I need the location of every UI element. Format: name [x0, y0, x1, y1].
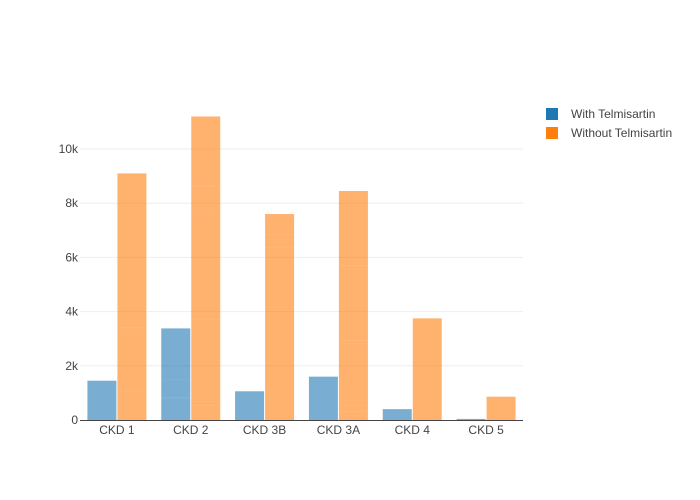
bar-1-0-segment-3[interactable]: [117, 173, 147, 328]
y-tick-label: 4k: [65, 305, 79, 319]
series-1: [117, 116, 516, 420]
x-tick-label: CKD 2: [173, 423, 209, 437]
bar-0-1-segment-3[interactable]: [161, 369, 191, 380]
y-tick-label: 8k: [65, 196, 79, 210]
y-tick-label: 6k: [65, 250, 79, 264]
bar-1-1-segment-0[interactable]: [191, 405, 221, 420]
bar-0-2-segment-0[interactable]: [235, 391, 265, 420]
bar-0-1-segment-0[interactable]: [161, 398, 191, 420]
y-tick-label: 10k: [59, 142, 79, 156]
bar-1-3-segment-5[interactable]: [338, 191, 368, 266]
bar-0-4-segment-0[interactable]: [382, 409, 412, 420]
bar-1-2-segment-1[interactable]: [265, 316, 295, 318]
bar-1-3-segment-4[interactable]: [338, 265, 368, 341]
bar-1-1-segment-4[interactable]: [191, 210, 221, 215]
y-tick-label: 0: [71, 413, 78, 427]
legend-item-0[interactable]: With Telmisartin: [546, 107, 655, 121]
bar-0-0-segment-0[interactable]: [87, 380, 117, 420]
x-tick-label: CKD 3B: [243, 423, 286, 437]
legend-label: With Telmisartin: [571, 107, 655, 121]
bar-1-1-segment-2[interactable]: [191, 319, 221, 402]
bar-1-4-segment-0[interactable]: [412, 318, 442, 420]
bar-1-1-segment-7[interactable]: [191, 116, 221, 187]
bar-1-1-segment-5[interactable]: [191, 187, 221, 211]
bar-0-5-segment-0[interactable]: [456, 418, 486, 420]
bar-1-3-segment-0[interactable]: [338, 411, 368, 420]
bar-1-2-segment-3[interactable]: [265, 247, 295, 308]
bars: [87, 116, 516, 420]
x-tick-label: CKD 1: [99, 423, 135, 437]
bar-1-0-segment-0[interactable]: [117, 391, 147, 420]
x-axis-ticks: CKD 1 CKD 2 CKD 3B CKD 3A CKD 4 CKD 5: [99, 423, 504, 437]
y-gridlines: [80, 148, 523, 367]
bar-1-2-segment-4[interactable]: [265, 234, 295, 248]
bar-1-1-segment-6[interactable]: [191, 186, 221, 188]
legend-swatch: [546, 127, 558, 139]
legend-item-1[interactable]: Without Telmisartin: [546, 126, 672, 140]
x-tick-label: CKD 4: [395, 423, 431, 437]
bar-1-2-segment-5[interactable]: [265, 214, 295, 235]
bar-1-2-segment-2[interactable]: [265, 307, 295, 317]
series-0: [87, 328, 486, 420]
legend-label: Without Telmisartin: [571, 126, 672, 140]
bar-1-0-segment-1[interactable]: [117, 330, 147, 392]
bar-0-1-segment-2[interactable]: [161, 379, 191, 398]
bar-1-1-segment-1[interactable]: [191, 401, 221, 406]
bar-1-3-segment-2[interactable]: [338, 343, 368, 406]
y-axis-ticks: 0 2k 4k 6k 8k 10k: [59, 142, 79, 427]
bar-1-3-segment-1[interactable]: [338, 405, 368, 412]
bar-1-1-segment-3[interactable]: [191, 214, 221, 320]
bar-1-0-segment-2[interactable]: [117, 327, 147, 331]
bar-1-2-segment-0[interactable]: [265, 317, 295, 420]
x-tick-label: CKD 3A: [317, 423, 360, 437]
bar-0-3-segment-0[interactable]: [308, 376, 338, 420]
bar-0-1-segment-1[interactable]: [161, 397, 191, 399]
legend[interactable]: With Telmisartin Without Telmisartin: [546, 107, 672, 140]
bar-1-3-segment-3[interactable]: [338, 340, 368, 344]
y-tick-label: 2k: [65, 359, 79, 373]
bar-0-1-segment-4[interactable]: [161, 328, 191, 370]
x-tick-label: CKD 5: [468, 423, 504, 437]
legend-swatch: [546, 108, 558, 120]
bar-1-5-segment-0[interactable]: [486, 396, 516, 420]
